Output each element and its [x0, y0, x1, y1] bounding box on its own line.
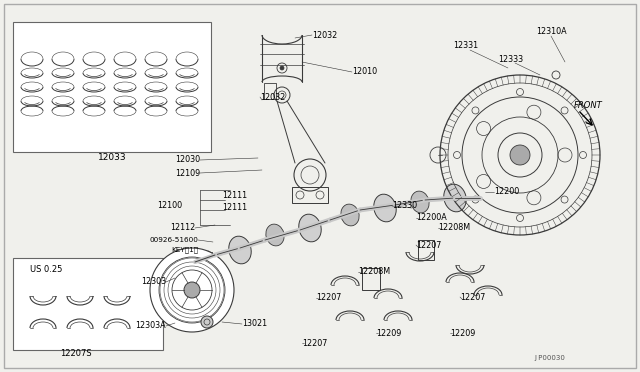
Text: 12200: 12200 [494, 187, 519, 196]
Ellipse shape [299, 214, 321, 242]
Ellipse shape [411, 191, 429, 213]
Text: 12010: 12010 [352, 67, 377, 77]
Text: KEY（1）: KEY（1） [171, 247, 198, 253]
Text: 12030: 12030 [175, 155, 200, 164]
Text: 12112: 12112 [170, 224, 195, 232]
Circle shape [510, 145, 530, 165]
Text: 12100: 12100 [157, 201, 182, 209]
Text: 12207: 12207 [316, 294, 341, 302]
Text: 12032: 12032 [260, 93, 285, 102]
Text: 12200A: 12200A [416, 214, 447, 222]
Ellipse shape [444, 184, 466, 212]
Text: 12207S: 12207S [60, 349, 92, 357]
Bar [292, 187, 328, 203]
Text: J P00030: J P00030 [534, 355, 565, 361]
Text: 12109: 12109 [175, 169, 200, 177]
Text: 12207: 12207 [302, 339, 328, 347]
Text: 12209: 12209 [450, 328, 476, 337]
Bar [418, 240, 434, 260]
Text: FRONT: FRONT [574, 100, 603, 109]
Text: 12207: 12207 [416, 241, 442, 250]
Bar [204, 252, 212, 257]
Text: 12331: 12331 [453, 42, 478, 51]
Circle shape [184, 282, 200, 298]
Ellipse shape [341, 204, 359, 226]
Ellipse shape [374, 194, 396, 222]
Circle shape [150, 248, 234, 332]
Bar [13, 258, 163, 350]
Text: US 0.25: US 0.25 [30, 266, 62, 275]
Text: 12310A: 12310A [536, 28, 566, 36]
Text: 12208M: 12208M [358, 267, 390, 276]
Text: 12330: 12330 [392, 202, 417, 211]
Text: 12111: 12111 [222, 202, 247, 212]
Ellipse shape [266, 224, 284, 246]
Bar [362, 268, 380, 290]
Text: 12111: 12111 [222, 192, 247, 201]
Text: 12303: 12303 [141, 278, 166, 286]
Bar [13, 22, 211, 152]
Text: 12303A: 12303A [136, 321, 166, 330]
Text: 13021: 13021 [242, 320, 267, 328]
Text: 12333: 12333 [498, 55, 523, 64]
Text: 12207: 12207 [460, 292, 485, 301]
Text: 00926-51600: 00926-51600 [149, 237, 198, 243]
Bar [264, 83, 276, 99]
Text: 12033: 12033 [98, 154, 126, 163]
Text: 12208M: 12208M [438, 224, 470, 232]
Ellipse shape [228, 236, 252, 264]
Text: 12032: 12032 [312, 31, 337, 39]
Circle shape [201, 316, 213, 328]
Circle shape [280, 66, 284, 70]
Text: 12209: 12209 [376, 328, 401, 337]
